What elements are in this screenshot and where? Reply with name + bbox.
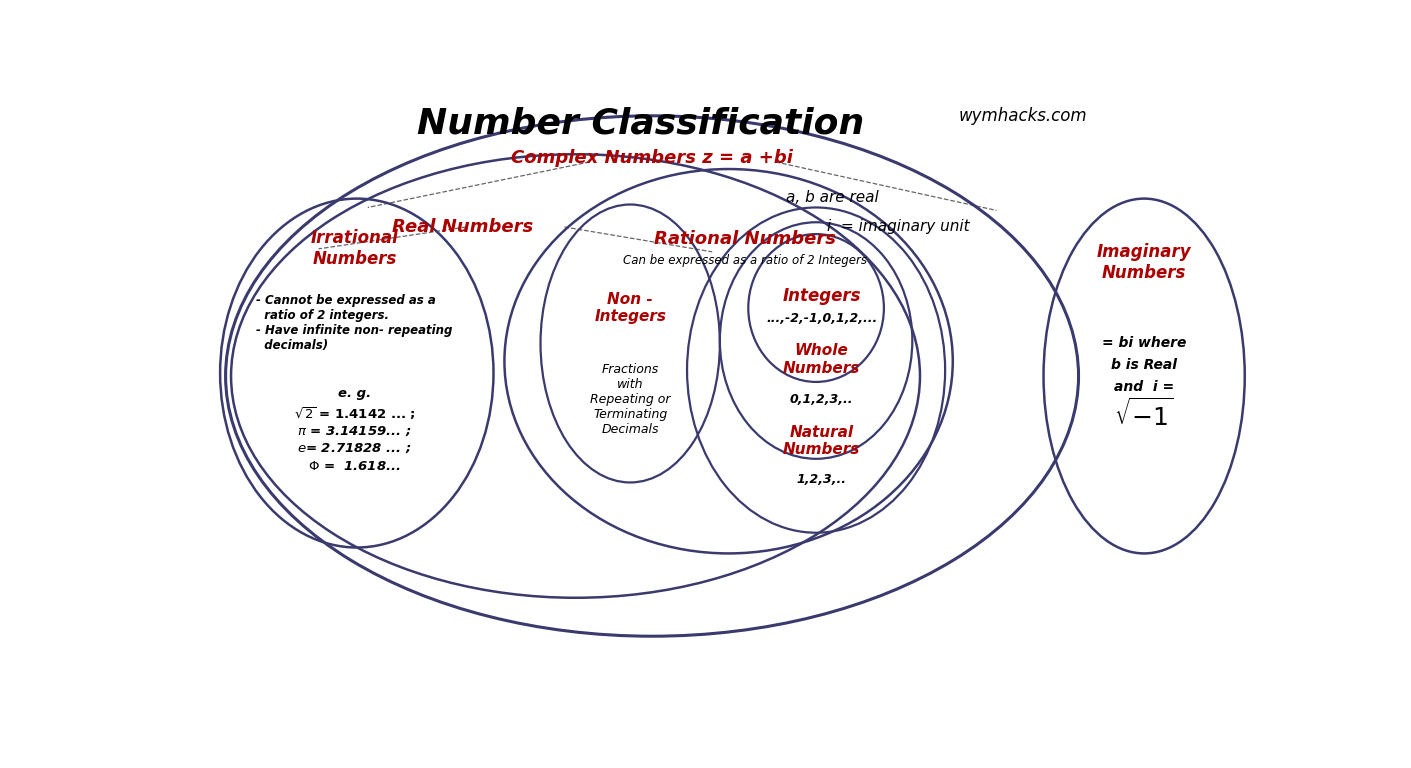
Text: e. g.: e. g. xyxy=(339,387,371,400)
Text: Natural
Numbers: Natural Numbers xyxy=(783,425,861,457)
Text: Real Numbers: Real Numbers xyxy=(392,218,533,236)
Text: $e$= 2.71828 ... ;: $e$= 2.71828 ... ; xyxy=(298,442,412,455)
Text: $\pi$ = 3.14159... ;: $\pi$ = 3.14159... ; xyxy=(298,425,412,438)
Text: Irrational
Numbers: Irrational Numbers xyxy=(310,230,398,268)
Text: 1,2,3,..: 1,2,3,.. xyxy=(797,473,847,486)
Text: Fractions
with
Repeating or
Terminating
Decimals: Fractions with Repeating or Terminating … xyxy=(590,363,670,436)
Text: Imaginary
Numbers: Imaginary Numbers xyxy=(1096,243,1191,282)
Text: $\sqrt{2}$ = 1.4142 ... ;: $\sqrt{2}$ = 1.4142 ... ; xyxy=(293,405,415,422)
Text: Whole
Numbers: Whole Numbers xyxy=(783,343,861,376)
Text: $\sqrt{-1}$: $\sqrt{-1}$ xyxy=(1115,398,1174,431)
Text: ...,-2,-1,0,1,2,...: ...,-2,-1,0,1,2,... xyxy=(766,312,878,325)
Text: Complex Numbers z = a +bi: Complex Numbers z = a +bi xyxy=(511,150,793,167)
Text: wymhacks.com: wymhacks.com xyxy=(958,107,1086,125)
Text: a, b are real: a, b are real xyxy=(786,190,879,205)
Text: Rational Numbers: Rational Numbers xyxy=(655,230,835,248)
Text: b is Real: b is Real xyxy=(1110,359,1177,372)
Text: = bi where: = bi where xyxy=(1102,336,1187,350)
Text: Number Classification: Number Classification xyxy=(418,107,865,141)
Text: 0,1,2,3,..: 0,1,2,3,.. xyxy=(790,393,854,406)
Text: and  i =: and i = xyxy=(1115,379,1174,394)
Text: i  = imaginary unit: i = imaginary unit xyxy=(827,220,969,234)
Text: Can be expressed as a ratio of 2 Integers: Can be expressed as a ratio of 2 Integer… xyxy=(624,254,866,267)
Text: $\Phi$ =  1.618...: $\Phi$ = 1.618... xyxy=(308,460,401,473)
Text: Non -
Integers: Non - Integers xyxy=(594,292,666,324)
Text: Integers: Integers xyxy=(782,287,861,305)
Text: - Cannot be expressed as a
  ratio of 2 integers.
- Have infinite non- repeating: - Cannot be expressed as a ratio of 2 in… xyxy=(257,294,453,352)
